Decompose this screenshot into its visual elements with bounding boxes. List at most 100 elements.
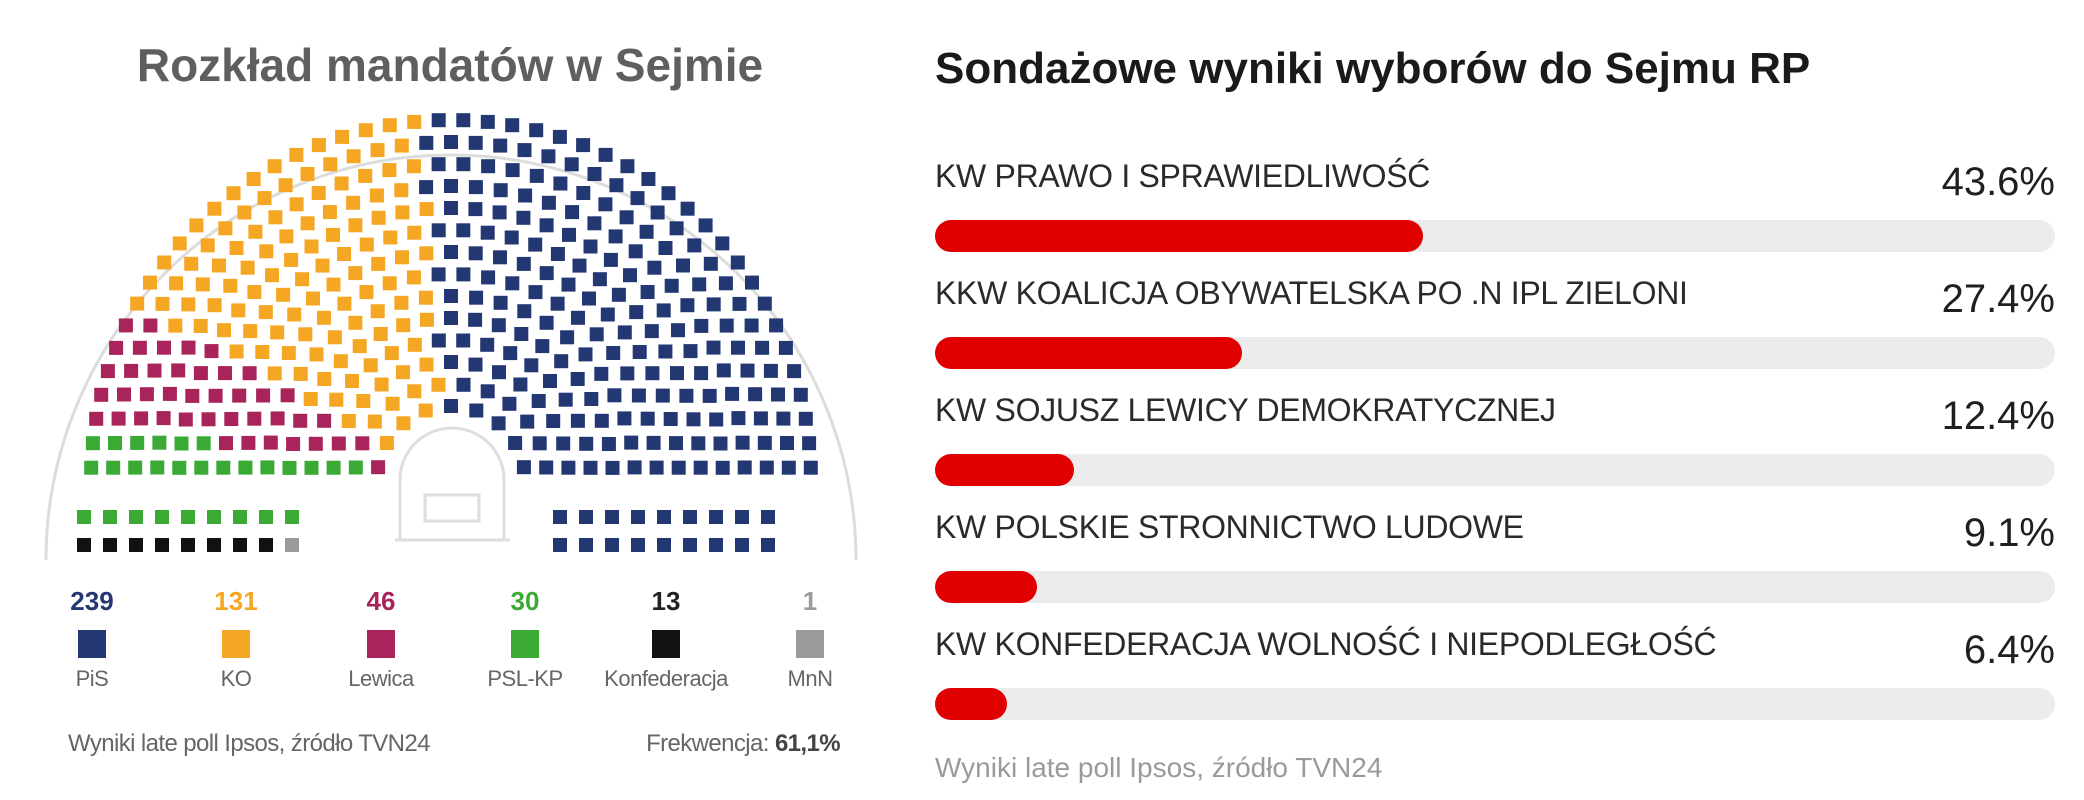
seat-marker [572,258,587,273]
seat-marker [763,363,778,378]
seat-marker [193,318,208,333]
seat-marker [444,201,458,215]
seat-marker [212,258,226,273]
seat-marker [661,186,676,201]
seat-marker [407,384,422,399]
seat-marker [181,297,196,312]
seat-marker [371,460,386,475]
seat-marker [601,437,616,451]
seat-marker [172,460,187,475]
seat-marker [520,414,535,429]
seat-marker [657,510,671,524]
seat-marker [143,275,157,290]
seat-marker [229,344,244,359]
seat-marker [748,387,763,402]
seat-marker [418,290,433,305]
seat-marker [546,414,561,428]
seat-marker [147,363,162,378]
seat-marker [553,538,567,552]
seat-marker [238,460,253,475]
seat-marker [535,339,550,354]
seat-marker [683,344,698,359]
seat-marker [232,388,247,403]
seat-marker [493,250,507,265]
seat-marker [529,168,544,183]
seat-marker [359,237,374,252]
seat-marker [419,202,434,217]
seat-marker [155,296,170,311]
seat-marker [456,113,471,128]
seat-marker [358,168,373,183]
seat-marker [620,159,635,174]
seat-marker [491,416,506,431]
seat-marker [793,387,808,402]
seat-marker [802,436,817,451]
seat-marker [419,246,434,261]
seat-marker [592,272,607,287]
seat-marker [394,138,409,153]
seat-marker [157,255,172,270]
seat-marker [303,392,318,406]
seat-marker [528,237,543,252]
legend-item: 13 Konfederacja [581,586,751,692]
seat-marker [248,224,263,239]
seat-marker [502,396,517,411]
seat-marker [407,225,422,240]
seat-marker [178,412,193,427]
seat-marker [419,180,434,195]
seat-marker [755,340,770,355]
seat-marker [787,364,802,379]
seat-marker [306,291,320,306]
seat-marker [382,163,397,178]
seat-marker [240,260,255,275]
seat-marker [657,538,671,552]
seat-marker [157,340,171,355]
seat-marker [645,366,660,381]
seat-marker [268,210,283,225]
seat-marker [289,197,304,212]
seat-marker [326,277,341,292]
seat-marker [201,412,216,427]
seat-marker [776,411,791,426]
seat-marker [630,191,645,206]
seat-marker [185,388,200,403]
seat-marker [247,285,262,299]
turnout-value: 61,1% [774,730,841,757]
seat-marker [373,327,388,341]
seat-marker [745,275,759,290]
seat-distribution-panel: Rozkład mandatów w Sejmie 239 PiS 131 KO 46 L… [0,0,900,800]
seat-marker [279,229,294,244]
seat-marker [456,333,471,348]
seat-marker [184,256,199,271]
seat-marker [276,287,291,302]
legend-swatch [796,630,824,658]
seat-marker [719,318,734,333]
seat-marker [431,223,446,238]
seat-marker [493,138,508,153]
seat-marker [761,538,775,552]
bar-track [935,571,2055,603]
seat-marker [611,287,626,302]
seat-marker [493,295,508,310]
seat-marker [241,435,256,450]
seat-marker [150,460,165,475]
seat-marker [233,510,247,524]
seat-marker [207,510,221,524]
seat-marker [732,296,747,311]
seat-marker [363,358,378,373]
seat-marker [132,340,147,355]
legend-party-label: MnN [787,666,833,691]
seat-marker [218,221,233,236]
seat-marker [379,436,394,450]
seat-marker [680,201,695,216]
seat-marker [554,354,569,369]
seat-marker [771,387,785,402]
seat-marker [263,435,278,450]
seat-marker [331,436,346,451]
seat-marker [300,167,315,181]
seat-marker [333,354,348,369]
seat-marker [740,363,755,378]
seat-marker [529,123,544,138]
seat-marker [172,236,187,251]
seat-marker [77,510,91,524]
